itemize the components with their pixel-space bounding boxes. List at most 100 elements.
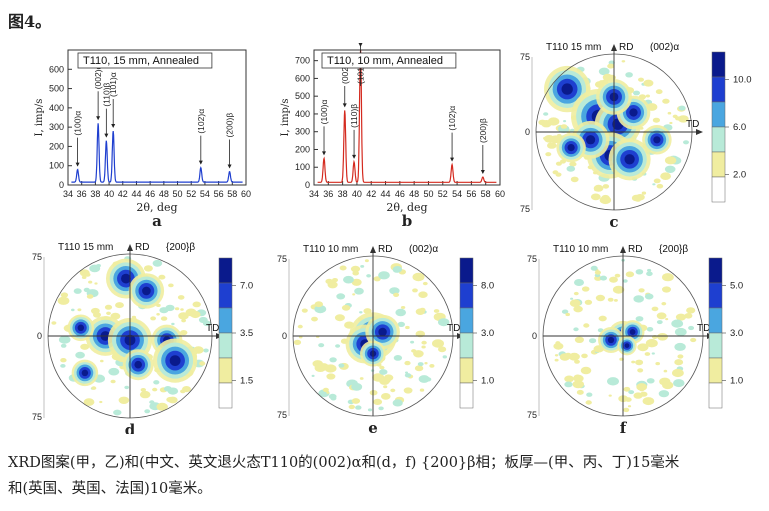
texture-speckle	[88, 280, 93, 284]
scale-segment	[459, 257, 474, 284]
texture-speckle	[144, 409, 151, 414]
scale-segment	[708, 307, 723, 334]
texture-speckle	[314, 305, 327, 314]
pole-figure-c: RD TD T110 15 mm (002)α 75 0 75 10.0 6.0 2.0 c	[512, 40, 767, 232]
texture-contour-5	[607, 336, 615, 344]
texture-speckle	[57, 296, 70, 305]
texture-speckle	[569, 299, 581, 307]
x-tick-label: 52	[186, 189, 196, 199]
scale-segment	[459, 382, 474, 409]
texture-speckle	[674, 359, 684, 366]
texture-speckle	[192, 301, 201, 308]
texture-speckle	[351, 278, 362, 286]
texture-speckle	[351, 383, 363, 391]
texture-speckle	[350, 265, 361, 273]
x-tick-label: 42	[366, 189, 376, 199]
texture-speckle	[625, 72, 633, 78]
texture-speckle	[608, 394, 612, 397]
texture-speckle	[108, 367, 120, 376]
scale-segment	[708, 357, 723, 384]
texture-speckle	[538, 119, 547, 126]
pole-figure-d-svg: RD TD T110 15 mm {200}β 75 0 75 7.0 3.5 1.5 d	[32, 242, 253, 434]
texture-speckle	[379, 365, 385, 370]
texture-speckle	[686, 307, 696, 314]
texture-speckle	[655, 89, 663, 95]
texture-speckle	[352, 293, 356, 296]
axis-tick-top: 75	[32, 252, 42, 262]
peak-arrowhead	[450, 157, 455, 162]
panel-letter: b	[402, 212, 413, 230]
texture-speckle	[642, 397, 655, 406]
texture-speckle	[80, 343, 90, 350]
texture-speckle	[174, 307, 180, 311]
scale-label: 1.0	[730, 376, 743, 387]
texture-speckle	[543, 112, 549, 116]
texture-speckle	[343, 275, 354, 284]
xrd-chart-a: 34 36 38 40 42 44 46 48 50 52 54 56 58 60 0 100 200 300 40…	[20, 42, 255, 234]
texture-speckle	[293, 339, 302, 345]
texture-speckle	[311, 374, 315, 377]
x-tick-label: 52	[438, 189, 448, 199]
axis-tick-mid: 0	[37, 331, 42, 341]
texture-speckle	[334, 314, 345, 322]
texture-speckle	[554, 358, 559, 362]
texture-speckle	[674, 342, 686, 351]
texture-speckle	[628, 390, 635, 395]
y-tick-label: 500	[295, 91, 310, 101]
texture-speckle	[651, 352, 655, 355]
texture-speckle	[318, 343, 325, 348]
texture-speckle	[405, 371, 408, 374]
x-tick-label: 38	[338, 189, 348, 199]
pole-figure-f: RD TD T110 10 mm {200}β 75 0 75 5.0 3.0 1.0 f	[523, 242, 767, 434]
peak-arrowhead	[342, 103, 347, 108]
texture-speckle	[568, 352, 580, 361]
peak-arrowhead	[480, 170, 485, 175]
texture-speckle	[419, 388, 425, 392]
texture-speckle	[338, 363, 345, 368]
texture-speckle	[392, 399, 403, 407]
texture-speckle	[79, 269, 90, 277]
peak-label: (200)β	[225, 113, 235, 138]
texture-speckle	[60, 292, 69, 298]
pole-title: T110 10 mm	[303, 244, 358, 255]
texture-speckle	[644, 293, 654, 300]
texture-speckle	[573, 305, 583, 313]
panel-letter: a	[152, 212, 162, 230]
texture-speckle	[594, 270, 601, 275]
x-tick-label: 38	[90, 189, 100, 199]
scale-segment	[711, 101, 726, 128]
texture-speckle	[633, 295, 644, 303]
texture-speckle	[381, 377, 391, 384]
texture-speckle	[583, 323, 590, 328]
texture-speckle	[364, 259, 369, 263]
texture-speckle	[623, 407, 630, 413]
texture-speckle	[442, 355, 447, 359]
texture-contour-5	[624, 154, 635, 165]
texture-speckle	[623, 386, 631, 392]
texture-speckle	[645, 94, 650, 98]
texture-speckle	[351, 398, 361, 404]
scale-segment	[711, 126, 726, 153]
texture-speckle	[573, 374, 584, 382]
texture-speckle	[656, 183, 664, 189]
texture-speckle	[389, 287, 400, 295]
texture-speckle	[614, 273, 621, 278]
texture-speckle	[193, 346, 204, 354]
peak-arrowhead	[75, 162, 80, 167]
x-tick-label: 46	[395, 189, 405, 199]
texture-speckle	[563, 120, 567, 123]
texture-speckle	[657, 333, 668, 341]
texture-speckle	[658, 390, 670, 398]
peak-label: (102)α	[447, 106, 457, 131]
td-arrowhead	[696, 129, 703, 135]
texture-speckle	[180, 308, 184, 311]
texture-speckle	[586, 392, 593, 397]
rd-label: RD	[628, 244, 642, 255]
peak-arrowhead	[198, 160, 203, 165]
scale-label: 1.5	[240, 376, 253, 387]
peak-arrowhead	[352, 154, 357, 159]
panel-letter: e	[368, 419, 378, 434]
peak-label: (101)α	[356, 59, 366, 84]
texture-speckle	[81, 275, 87, 279]
x-tick-label: 44	[131, 189, 141, 199]
